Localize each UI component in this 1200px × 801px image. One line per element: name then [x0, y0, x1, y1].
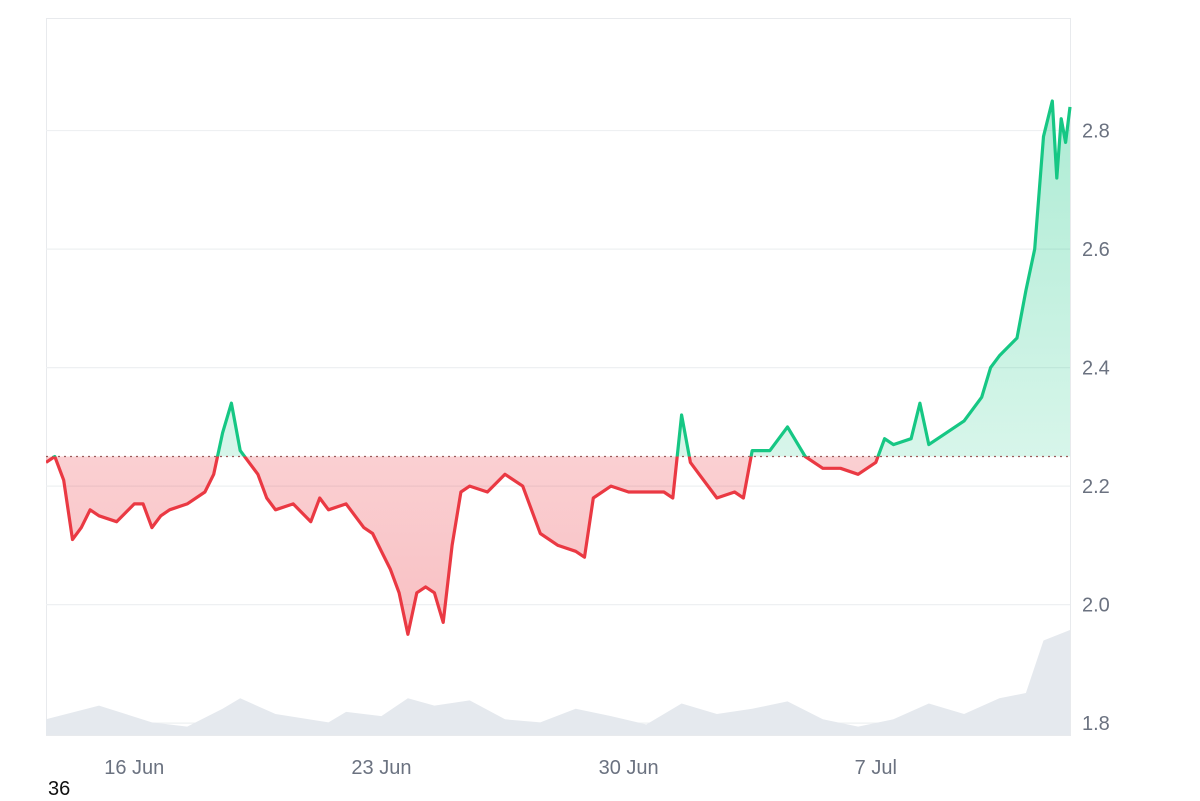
- x-tick-label: 16 Jun: [104, 757, 164, 779]
- volume-shape: [46, 630, 1070, 735]
- x-tick-label: 23 Jun: [351, 757, 411, 779]
- volume-area: [46, 630, 1070, 735]
- y-tick-label: 2.6: [1082, 239, 1110, 261]
- y-axis-ticks: 1.8 2.0 2.2 2.4 2.6 2.8: [1082, 121, 1110, 736]
- footer-count: 36: [48, 778, 71, 800]
- y-tick-label: 1.8: [1082, 713, 1110, 735]
- area-fill-above-baseline: [217, 101, 1070, 457]
- x-tick-label: 30 Jun: [599, 757, 659, 779]
- x-tick-label: 7 Jul: [855, 757, 897, 779]
- x-axis-ticks: 16 Jun 23 Jun 30 Jun 7 Jul: [104, 757, 897, 779]
- y-tick-label: 2.2: [1082, 476, 1110, 498]
- series-line-above-baseline: [51, 99, 1072, 457]
- y-tick-label: 2.4: [1082, 358, 1110, 380]
- y-tick-label: 2.8: [1082, 121, 1110, 143]
- y-tick-label: 2.0: [1082, 595, 1110, 617]
- series-line-below-baseline: [46, 456, 880, 636]
- chart-frame: [46, 18, 1071, 736]
